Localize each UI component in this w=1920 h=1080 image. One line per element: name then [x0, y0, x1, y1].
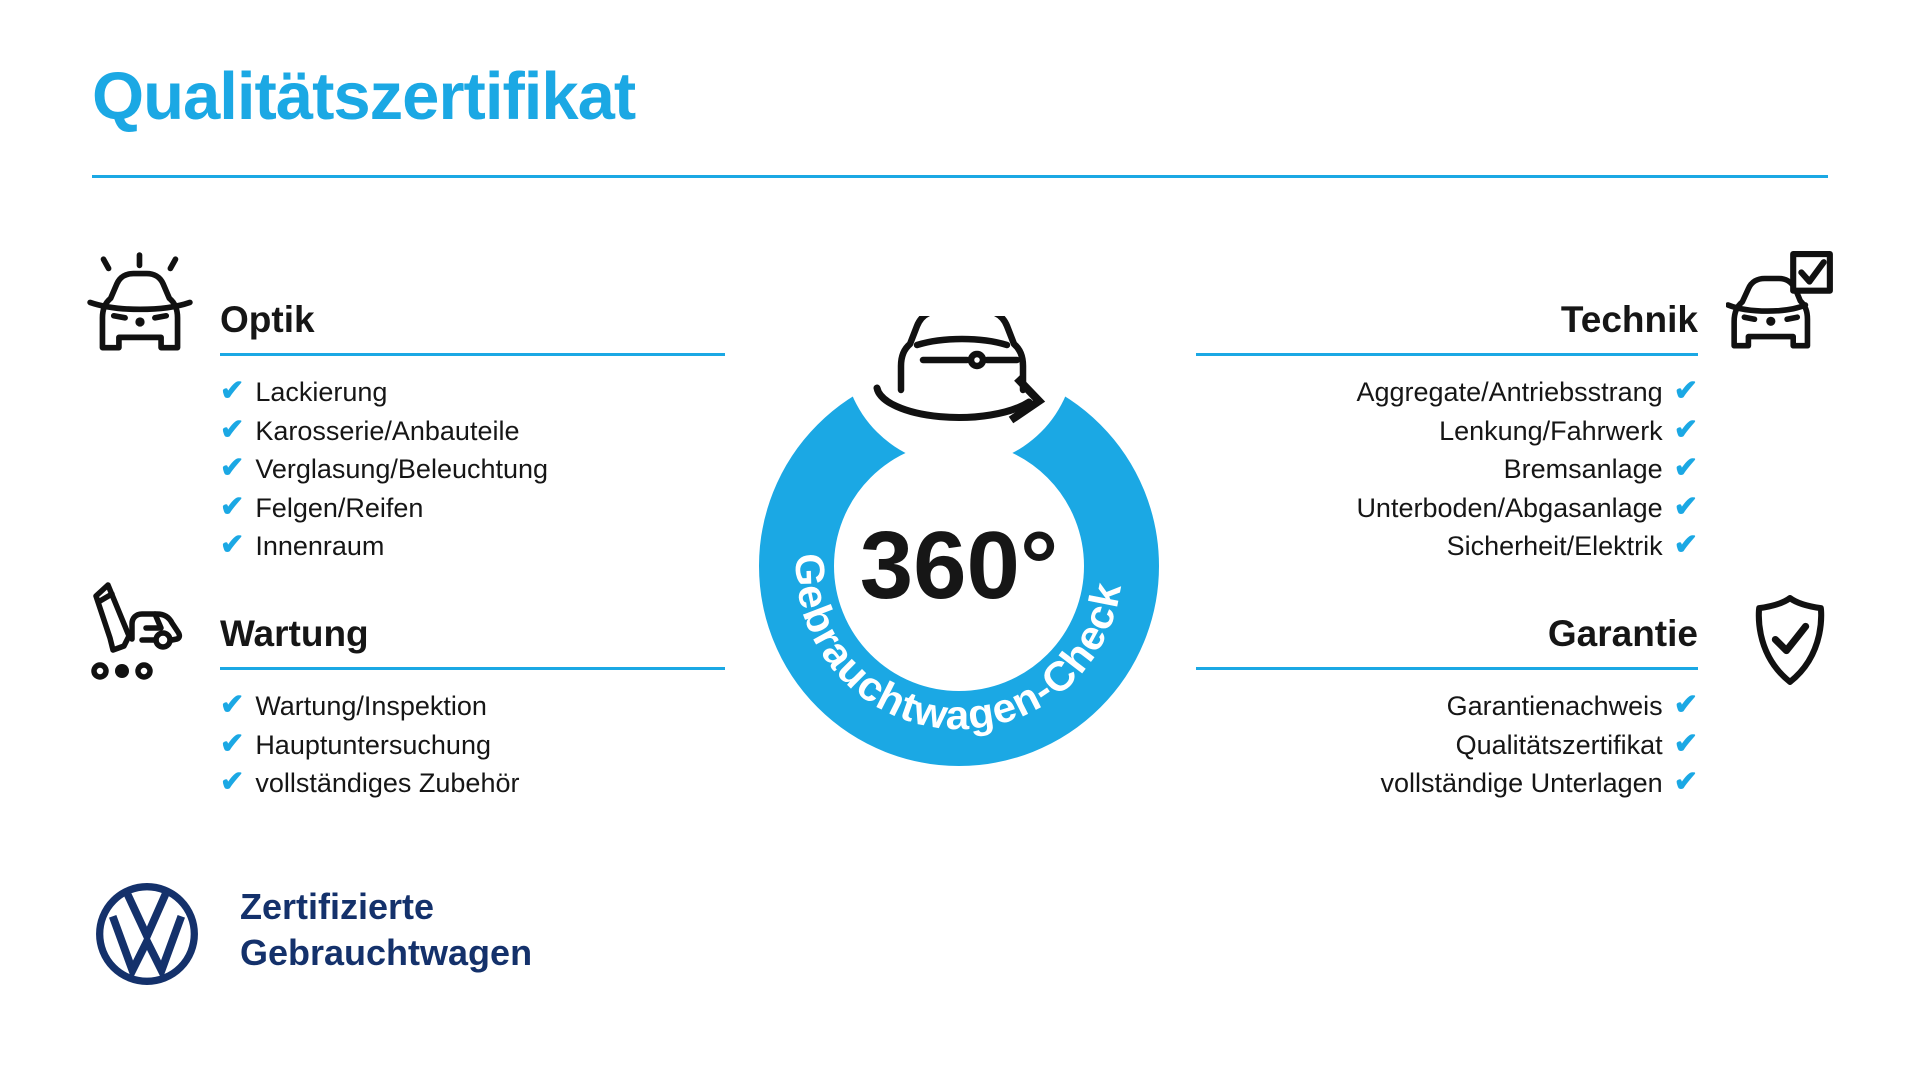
- checklist-wartung: ✔ Wartung/Inspektion ✔ Hauptuntersuchung ✔…: [220, 687, 725, 803]
- section-title-technik: Technik: [1196, 299, 1698, 356]
- check-icon: ✔: [1673, 413, 1698, 446]
- checklist-item: ✔ Unterboden/Abgasanlage: [1196, 489, 1698, 528]
- checklist-item: ✔ Lenkung/Fahrwerk: [1196, 412, 1698, 451]
- shiny-car-icon: [86, 252, 194, 360]
- checklist-item: ✔ Hauptuntersuchung: [220, 726, 725, 765]
- service-record-icon: [84, 576, 194, 686]
- checklist-item: ✔ Verglasung/Beleuchtung: [220, 450, 725, 489]
- checklist-technik: ✔ Aggregate/Antriebsstrang ✔ Lenkung/Fahrw…: [1196, 373, 1698, 566]
- check-icon: ✔: [220, 529, 245, 561]
- section-optik: Optik ✔ Lackierung ✔ Karosserie/Anbauteile…: [220, 299, 725, 566]
- 360-check-ring: 360° Gebrauchtwagen-Check: [709, 234, 1209, 816]
- check-icon: ✔: [220, 452, 245, 484]
- section-title-wartung: Wartung: [220, 613, 725, 670]
- check-icon: ✔: [220, 490, 245, 523]
- check-icon: ✔: [220, 375, 245, 407]
- brand-claim: Zertifizierte Gebrauchtwagen: [240, 884, 532, 976]
- check-icon: ✔: [1673, 766, 1698, 798]
- title-underline: [92, 175, 1828, 178]
- checklist-item: ✔ Bremsanlage: [1196, 450, 1698, 489]
- checklist-item: ✔ Karosserie/Anbauteile: [220, 412, 725, 451]
- checklist-item: ✔ Qualitätszertifikat: [1196, 726, 1698, 765]
- checklist-optik: ✔ Lackierung ✔ Karosserie/Anbauteile ✔ Verg…: [220, 373, 725, 566]
- brand-claim-line1: Zertifizierte: [240, 886, 435, 927]
- checklist-item: ✔ Felgen/Reifen: [220, 489, 725, 528]
- check-icon: ✔: [220, 689, 245, 721]
- section-title-optik: Optik: [220, 299, 725, 356]
- checklist-item: ✔ Lackierung: [220, 373, 725, 412]
- car-checkbox-icon: [1726, 250, 1838, 362]
- check-icon: ✔: [1673, 375, 1698, 407]
- check-icon: ✔: [220, 766, 245, 798]
- checklist-garantie: ✔ Garantienachweis ✔ Qualitätszertifikat ✔…: [1196, 687, 1699, 803]
- shield-check-icon: [1742, 590, 1838, 690]
- section-wartung: Wartung ✔ Wartung/Inspektion ✔ Hauptunters…: [220, 613, 725, 803]
- checklist-item: ✔ Sicherheit/Elektrik: [1196, 527, 1698, 566]
- vw-logo: [95, 882, 199, 986]
- check-icon: ✔: [1673, 689, 1698, 721]
- checklist-item: ✔ Wartung/Inspektion: [220, 687, 725, 726]
- checklist-item: ✔ Garantienachweis: [1196, 687, 1698, 726]
- section-title-garantie: Garantie: [1196, 613, 1698, 670]
- check-icon: ✔: [1673, 529, 1698, 561]
- checklist-item: ✔ Aggregate/Antriebsstrang: [1196, 373, 1698, 412]
- rotating-car-icon: [873, 307, 1046, 424]
- section-technik: Technik ✔ Aggregate/Antriebsstrang ✔ Lenku…: [1196, 299, 1698, 566]
- degree-label: 360°: [860, 512, 1059, 619]
- checklist-item: ✔ vollständige Unterlagen: [1196, 764, 1699, 803]
- check-icon: ✔: [1673, 452, 1698, 484]
- check-icon: ✔: [220, 413, 245, 446]
- page-title: Qualitätszertifikat: [92, 59, 636, 134]
- checklist-item: ✔ Innenraum: [220, 527, 725, 566]
- checklist-item: ✔ vollständiges Zubehör: [220, 764, 725, 803]
- check-icon: ✔: [1673, 490, 1698, 523]
- section-garantie: Garantie ✔ Garantienachweis ✔ Qualitätszer…: [1196, 613, 1698, 803]
- check-icon: ✔: [1673, 727, 1698, 760]
- check-icon: ✔: [220, 727, 245, 760]
- brand-claim-line2: Gebrauchtwagen: [240, 932, 533, 973]
